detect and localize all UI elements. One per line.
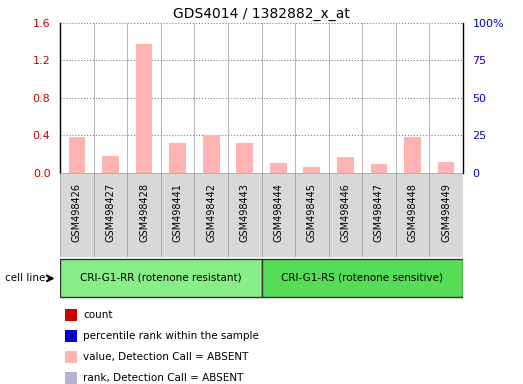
Text: GSM498444: GSM498444: [274, 183, 283, 242]
Bar: [102, 156, 119, 173]
Bar: [371, 164, 388, 173]
Text: GSM498442: GSM498442: [206, 183, 216, 242]
Bar: [228, 173, 262, 257]
Bar: [303, 167, 320, 173]
Text: GSM498447: GSM498447: [374, 183, 384, 242]
Text: percentile rank within the sample: percentile rank within the sample: [83, 331, 259, 341]
Bar: [337, 157, 354, 173]
Bar: [328, 173, 362, 257]
Text: GSM498445: GSM498445: [307, 183, 317, 242]
Text: cell line: cell line: [5, 273, 46, 283]
Bar: [169, 143, 186, 173]
Bar: [270, 164, 287, 173]
Bar: [262, 173, 295, 257]
Text: GSM498441: GSM498441: [173, 183, 183, 242]
Bar: [236, 143, 253, 173]
Bar: [203, 136, 220, 173]
Bar: [127, 173, 161, 257]
Bar: [60, 260, 262, 297]
Bar: [295, 173, 328, 257]
Text: GSM498449: GSM498449: [441, 183, 451, 242]
Text: GSM498443: GSM498443: [240, 183, 249, 242]
Text: GSM498426: GSM498426: [72, 183, 82, 242]
Bar: [404, 137, 421, 173]
Bar: [60, 173, 94, 257]
Bar: [69, 137, 85, 173]
Bar: [262, 260, 463, 297]
Text: GSM498448: GSM498448: [407, 183, 417, 242]
Bar: [94, 173, 127, 257]
Text: GSM498427: GSM498427: [106, 183, 116, 242]
Text: CRI-G1-RR (rotenone resistant): CRI-G1-RR (rotenone resistant): [80, 273, 242, 283]
Bar: [429, 173, 463, 257]
Text: count: count: [83, 310, 112, 320]
Bar: [195, 173, 228, 257]
Title: GDS4014 / 1382882_x_at: GDS4014 / 1382882_x_at: [173, 7, 350, 21]
Bar: [135, 44, 152, 173]
Text: value, Detection Call = ABSENT: value, Detection Call = ABSENT: [83, 352, 248, 362]
Bar: [396, 173, 429, 257]
Text: rank, Detection Call = ABSENT: rank, Detection Call = ABSENT: [83, 373, 244, 383]
Text: GSM498446: GSM498446: [340, 183, 350, 242]
Text: GSM498428: GSM498428: [139, 183, 149, 242]
Bar: [438, 162, 454, 173]
Bar: [362, 173, 396, 257]
Text: CRI-G1-RS (rotenone sensitive): CRI-G1-RS (rotenone sensitive): [281, 273, 443, 283]
Bar: [161, 173, 195, 257]
